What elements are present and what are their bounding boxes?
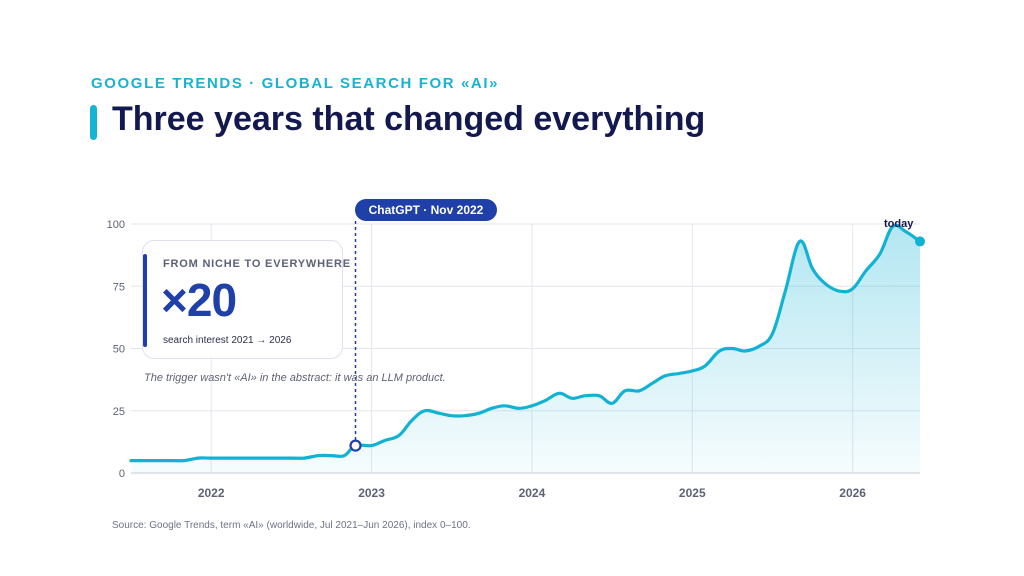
callout-card: FROM NICHE TO EVERYWHERE ×20 search inte…: [142, 240, 350, 359]
series-line: [129, 223, 922, 463]
y-tick-label: 0: [119, 468, 125, 480]
title-accent-bar: [90, 105, 97, 140]
chart-title: Three years that changed everything: [112, 100, 706, 138]
x-tick-label: 2024: [519, 486, 546, 500]
x-tick-label: 2022: [198, 486, 225, 500]
event-label: ChatGPT · Nov 2022: [355, 199, 497, 221]
end-label: today: [884, 218, 914, 230]
chart-kicker: GOOGLE TRENDS · GLOBAL SEARCH FOR «AI»: [91, 75, 500, 92]
event-point: [349, 439, 362, 452]
source-note: Source: Google Trends, term «AI» (worldw…: [112, 520, 471, 531]
callout-value: ×20: [161, 274, 237, 326]
y-tick-label: 25: [113, 406, 125, 418]
y-tick-label: 75: [113, 281, 125, 293]
x-tick-label: 2025: [679, 486, 706, 500]
callout-accent-bar: [143, 254, 147, 347]
y-tick-label: 100: [107, 219, 125, 231]
x-tick-label: 2026: [839, 486, 866, 500]
chart-note: The trigger wasn't «AI» in the abstract:…: [144, 372, 446, 384]
callout-kicker: FROM NICHE TO EVERYWHERE: [163, 258, 351, 270]
y-tick-label: 50: [113, 344, 125, 356]
end-point: [915, 236, 925, 247]
x-tick-label: 2023: [358, 486, 385, 500]
callout-caption: search interest 2021 → 2026: [163, 335, 292, 346]
series-area: [131, 225, 920, 473]
